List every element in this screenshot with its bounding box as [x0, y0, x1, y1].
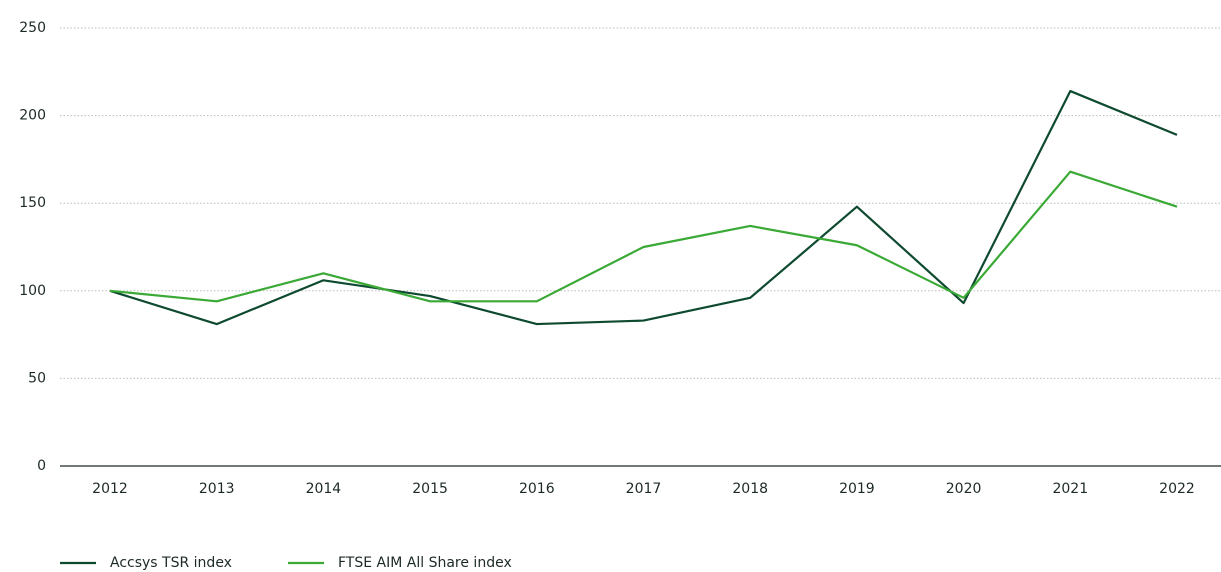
y-tick-label: 250 [19, 20, 46, 36]
y-tick-label: 50 [28, 370, 46, 386]
x-tick-label: 2019 [839, 481, 875, 497]
legend-label: Accsys TSR index [110, 555, 232, 571]
x-tick-label: 2022 [1159, 481, 1195, 497]
y-tick-label: 150 [19, 195, 46, 211]
series-line [109, 89, 1178, 326]
x-tick-label: 2016 [519, 481, 555, 497]
x-tick-label: 2017 [626, 481, 662, 497]
legend-label: FTSE AIM All Share index [338, 555, 512, 571]
y-tick-label: 100 [19, 283, 46, 299]
x-tick-label: 2015 [412, 481, 448, 497]
x-tick-label: 2018 [732, 481, 768, 497]
x-tick-label: 2021 [1052, 481, 1088, 497]
y-tick-label: 0 [37, 458, 46, 474]
y-tick-label: 200 [19, 108, 46, 124]
x-tick-label: 2012 [92, 481, 128, 497]
series-line [109, 170, 1178, 303]
x-tick-label: 2014 [306, 481, 342, 497]
x-tick-label: 2013 [199, 481, 235, 497]
x-tick-label: 2020 [946, 481, 982, 497]
